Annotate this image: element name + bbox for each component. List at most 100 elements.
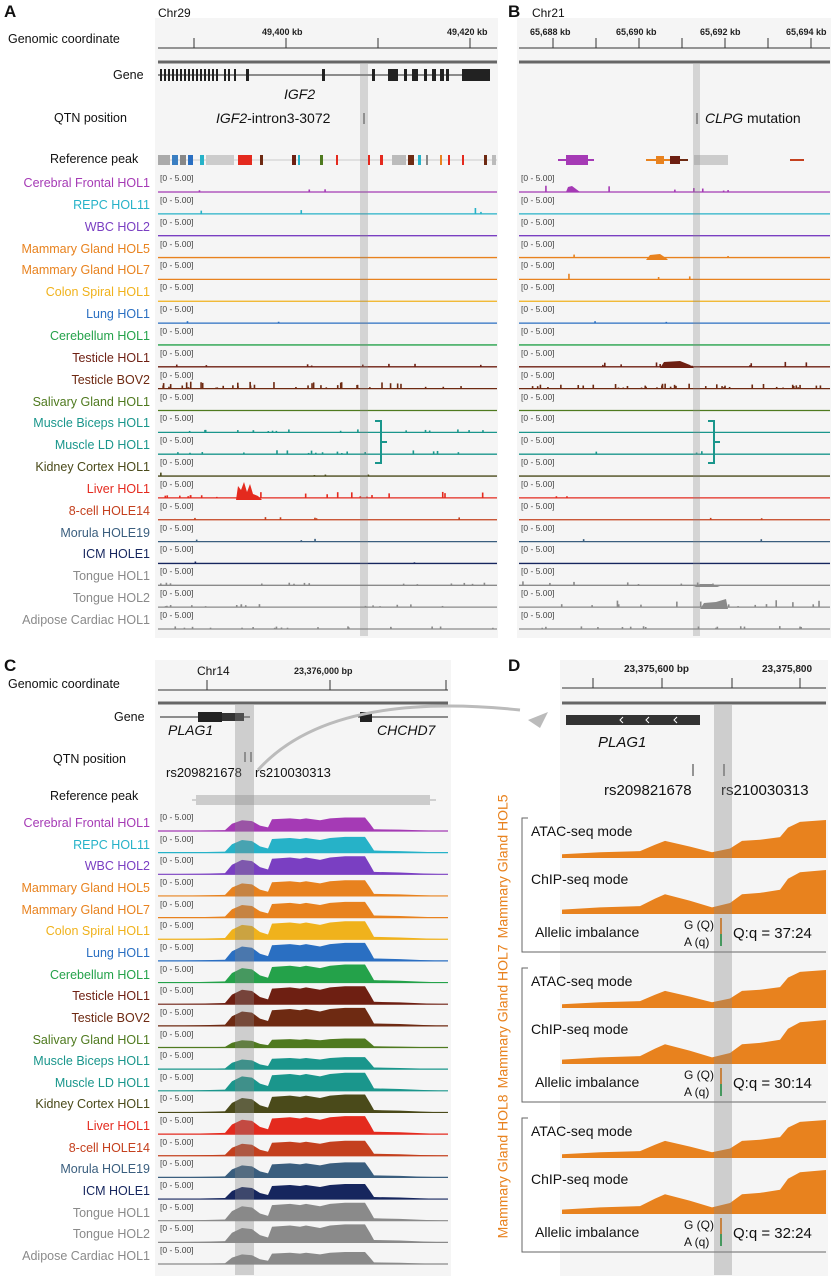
- signal-spike-a: [177, 452, 179, 455]
- signal-spike-a: [350, 492, 353, 498]
- range-label-b: [0 - 5.00]: [521, 413, 555, 424]
- signal-spike-a: [310, 450, 313, 455]
- signal-spike-a: [463, 582, 466, 586]
- gene-name-plag1-d: PLAG1: [598, 734, 647, 751]
- signal-spike-b: [688, 276, 691, 280]
- signal-spike-a: [364, 605, 367, 608]
- signal-spike-b: [626, 582, 629, 586]
- track-label-a: Muscle LD HOL1: [54, 438, 150, 453]
- signal-spike-a: [442, 386, 445, 389]
- track-label-a: Morula HOLE19: [60, 525, 150, 540]
- signal-area-c: [160, 901, 446, 918]
- signal-spike-b: [595, 451, 598, 455]
- range-label-c: [0 - 5.00]: [160, 1136, 194, 1147]
- track-label-a: Lung HOL1: [86, 307, 150, 322]
- range-label-a: [0 - 5.00]: [160, 260, 194, 271]
- tick-a-2: 49,420 kb: [447, 27, 488, 37]
- track-label-a: Tongue HOL1: [72, 569, 150, 584]
- signal-spike-a: [293, 583, 295, 586]
- signal-spike-b: [762, 383, 765, 389]
- reference-peak-a: [206, 155, 234, 165]
- track-label-c: Adipose Cardiac HOL1: [22, 1249, 150, 1263]
- atac-signal-d: [562, 1120, 826, 1158]
- allele-ratio-label: Q:q = 32:24: [733, 1225, 812, 1242]
- signal-spike-a: [185, 382, 188, 389]
- qtn-name-a-italic: IGF2: [216, 110, 248, 126]
- signal-area-c: [160, 986, 446, 1005]
- reference-peak-a: [200, 155, 204, 165]
- range-label-a: [0 - 5.00]: [160, 610, 194, 620]
- signal-spike-b: [812, 606, 815, 608]
- signal-spike-b: [721, 386, 723, 389]
- signal-spike-b: [792, 602, 794, 608]
- strand-arrow-d: [619, 716, 624, 724]
- exon-igf2: [228, 69, 230, 81]
- allele-ratio-label: Q:q = 30:14: [733, 1075, 812, 1092]
- signal-area-c: [160, 836, 446, 853]
- signal-spike-a: [267, 431, 270, 433]
- exon-igf2: [192, 69, 194, 81]
- allelic-imbalance-label: Allelic imbalance: [535, 1074, 640, 1090]
- range-label-a: [0 - 5.00]: [160, 457, 194, 468]
- track-label-c: ICM HOLE1: [82, 1184, 150, 1199]
- signal-spike-a: [312, 382, 315, 389]
- signal-spike-a: [280, 627, 283, 629]
- signal-spike-a: [367, 474, 370, 477]
- signal-spike-a: [348, 627, 350, 629]
- signal-spike-a: [164, 495, 167, 498]
- range-label-b: [0 - 5.00]: [521, 238, 555, 249]
- track-label-c: Mammary Gland HOL5: [21, 880, 150, 895]
- signal-spike-b: [560, 384, 562, 389]
- signal-spike-a: [339, 430, 342, 433]
- reference-peak-b: [664, 159, 670, 161]
- signal-spike-b: [656, 387, 658, 389]
- signal-spike-b: [792, 385, 795, 389]
- signal-spike-a: [174, 626, 177, 629]
- track-label-a: Adipose Cardiac HOL1: [22, 613, 150, 627]
- signal-spike-a: [428, 430, 431, 433]
- panel-a-canvas: [155, 18, 498, 638]
- signal-spike-b: [580, 626, 583, 629]
- exon-igf2: [188, 69, 190, 81]
- signal-area-c: [160, 921, 446, 940]
- allele-ratio-label: Q:q = 37:24: [733, 925, 812, 942]
- range-label-c: [0 - 5.00]: [160, 833, 194, 844]
- atac-mode-label: ATAC-seq mode: [531, 823, 633, 839]
- allele-g-label: G (Q): [684, 1068, 714, 1082]
- range-label-a: [0 - 5.00]: [160, 566, 194, 577]
- signal-spike-a: [460, 386, 462, 389]
- range-label-a: [0 - 5.00]: [160, 413, 194, 424]
- exon-igf2: [246, 69, 249, 81]
- signal-spike-a: [414, 363, 416, 367]
- signal-spike-a: [179, 495, 181, 498]
- panel-letter-b: B: [508, 2, 521, 21]
- gene-name-igf2: IGF2: [284, 86, 316, 102]
- signal-spike-b: [644, 626, 647, 629]
- exon-plag1-d: [566, 715, 700, 725]
- signal-spike-a: [249, 381, 251, 389]
- exon-igf2: [208, 69, 210, 81]
- range-label-c: [0 - 5.00]: [160, 941, 194, 952]
- signal-spike-a: [324, 474, 327, 477]
- signal-spike-a: [325, 387, 328, 389]
- signal-spike-b: [775, 386, 778, 389]
- exon-chchd7: [360, 712, 372, 722]
- signal-spike-b: [722, 190, 725, 192]
- signal-spike-a: [244, 605, 247, 608]
- reference-peak-a: [448, 155, 450, 165]
- gene-label-a: Gene: [113, 68, 144, 82]
- mutation-rest: mutation: [743, 110, 801, 126]
- signal-spike-a: [479, 364, 482, 367]
- signal-spike-b: [603, 362, 606, 367]
- signal-spike-a: [471, 583, 474, 586]
- range-label-a: [0 - 5.00]: [160, 173, 194, 183]
- signal-spike-b: [659, 364, 661, 367]
- exon-igf2: [440, 69, 444, 81]
- qtn-highlight-c: [235, 705, 254, 1275]
- group-bracket-d: [521, 967, 826, 1103]
- signal-spike-b: [727, 604, 730, 608]
- exon-igf2: [164, 69, 166, 81]
- tick-b-2: 65,690 kb: [616, 27, 657, 37]
- signal-spike-a: [396, 604, 399, 608]
